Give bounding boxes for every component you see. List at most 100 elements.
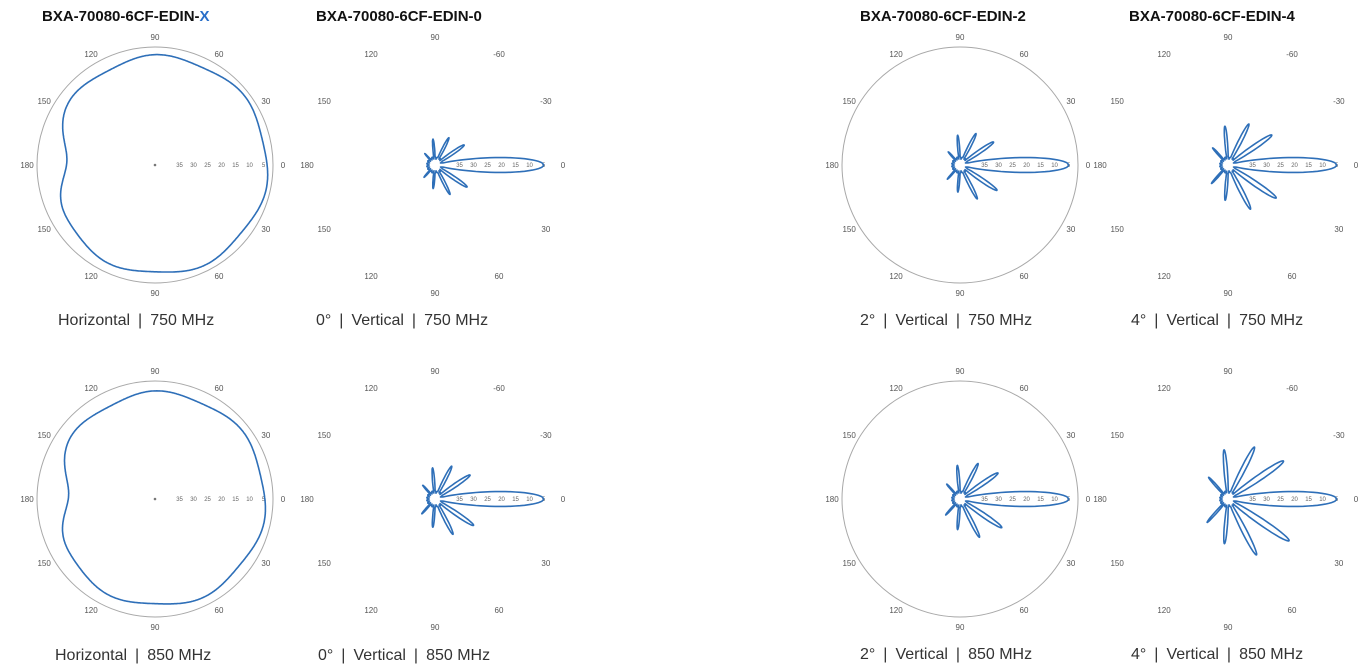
radial-label: 10	[1319, 163, 1326, 169]
radial-label: 5	[262, 163, 266, 169]
caption-separator: |	[411, 312, 417, 329]
radial-label: 15	[512, 497, 519, 503]
caption-separator: |	[1226, 646, 1232, 663]
caption-part: Vertical	[351, 312, 404, 329]
polar-plot-edin-x-750: 90 120 60 150 30 180 0 150 30 120 60 90 5 10 15 20 25 30 3…	[20, 33, 285, 298]
radial-label: 35	[981, 497, 988, 503]
radial-label: 15	[1305, 163, 1312, 169]
angle-label: 180	[1093, 161, 1107, 170]
heading-edin-0: BXA-70080-6CF-EDIN-0	[316, 8, 482, 25]
radial-label: 5	[262, 497, 266, 503]
caption-edin-2-850: 2° | Vertical | 850 MHz	[860, 646, 1032, 664]
caption-edin-0-750: 0° | Vertical | 750 MHz	[316, 312, 488, 330]
angle-label: 30	[541, 559, 550, 568]
angle-label: 180	[20, 161, 34, 170]
angle-label: 90	[1224, 623, 1233, 632]
caption-part: 750 MHz	[150, 312, 215, 329]
angle-label: -30	[1333, 431, 1345, 440]
radial-label: 25	[204, 497, 211, 503]
radiation-pattern-trace	[59, 53, 269, 273]
caption-edin-0-850: 0° | Vertical | 850 MHz	[318, 647, 490, 665]
radial-label: 25	[1009, 497, 1016, 503]
angle-label: 90	[956, 623, 965, 632]
radiation-pattern-trace	[61, 390, 267, 605]
angle-label: 150	[1110, 559, 1124, 568]
caption-separator: |	[135, 647, 140, 664]
radial-label: 20	[1291, 497, 1298, 503]
center-dot	[153, 163, 157, 167]
radial-label: 25	[484, 497, 491, 503]
polar-grid-ring	[841, 380, 1079, 618]
radial-label: 35	[456, 163, 463, 169]
angle-label: 0	[281, 495, 286, 504]
caption-part: Vertical	[353, 647, 406, 664]
angle-label: 180	[825, 161, 839, 170]
radial-label: 35	[981, 163, 988, 169]
radial-label: 15	[232, 163, 239, 169]
center-dot	[153, 497, 157, 501]
radial-label: 20	[218, 497, 225, 503]
polar-grid-ring	[841, 46, 1079, 284]
angle-label: 150	[37, 559, 51, 568]
caption-part: Vertical	[1166, 312, 1219, 329]
angle-label: 120	[1157, 606, 1171, 615]
angle-label: 150	[37, 431, 51, 440]
angle-label: 150	[842, 225, 856, 234]
radial-label: 20	[1023, 497, 1030, 503]
angle-label: 120	[1157, 50, 1171, 59]
angle-label: 60	[215, 50, 224, 59]
angle-label: 30	[1066, 225, 1075, 234]
angle-label: 120	[364, 50, 378, 59]
caption-part: 0°	[318, 647, 334, 664]
radial-label: 10	[526, 163, 533, 169]
angle-label: 30	[1066, 97, 1075, 106]
radial-label: 25	[204, 163, 211, 169]
angle-label: 60	[1020, 384, 1029, 393]
angle-label: 90	[956, 33, 965, 42]
angle-label: 150	[317, 559, 331, 568]
angle-label: 150	[1110, 225, 1124, 234]
caption-part: 850 MHz	[426, 647, 491, 664]
angle-label: 30	[1334, 559, 1343, 568]
radial-label: 25	[1277, 163, 1284, 169]
caption-part: Vertical	[895, 312, 948, 329]
caption-part: 850 MHz	[147, 647, 212, 664]
angle-label: 0	[1086, 495, 1091, 504]
radial-label: 30	[995, 497, 1002, 503]
angle-label: 180	[20, 495, 34, 504]
radial-label: 35	[176, 163, 183, 169]
angle-label: 60	[215, 384, 224, 393]
caption-edin-4-850: 4° | Vertical | 850 MHz	[1131, 646, 1303, 664]
angle-label: 150	[317, 225, 331, 234]
angle-label: 90	[151, 367, 160, 376]
radiation-pattern-trace	[946, 132, 1070, 200]
angle-label: 150	[842, 559, 856, 568]
radial-label: 35	[1249, 497, 1256, 503]
angle-label: 90	[431, 289, 440, 298]
angle-label: -60	[1286, 384, 1298, 393]
radial-label: 20	[1291, 163, 1298, 169]
caption-part: 850 MHz	[968, 646, 1033, 663]
caption-separator: |	[339, 312, 344, 329]
angle-label: 30	[1066, 559, 1075, 568]
caption-separator: |	[955, 312, 961, 329]
angle-label: 90	[431, 623, 440, 632]
angle-label: 30	[261, 431, 270, 440]
angle-label: 150	[1110, 97, 1124, 106]
radial-label: 30	[1263, 497, 1270, 503]
caption-part: Horizontal	[58, 312, 131, 329]
radial-label: 10	[246, 163, 253, 169]
angle-label: 60	[1288, 272, 1297, 281]
caption-separator: |	[883, 312, 888, 329]
polar-grid-ring	[36, 380, 274, 618]
angle-label: 150	[842, 97, 856, 106]
angle-label: 90	[1224, 289, 1233, 298]
caption-separator: |	[1154, 646, 1159, 663]
caption-part: 750 MHz	[424, 312, 489, 329]
caption-part: 750 MHz	[968, 312, 1033, 329]
radial-label: 30	[470, 497, 477, 503]
angle-label: 90	[431, 367, 440, 376]
radial-label: 10	[526, 497, 533, 503]
